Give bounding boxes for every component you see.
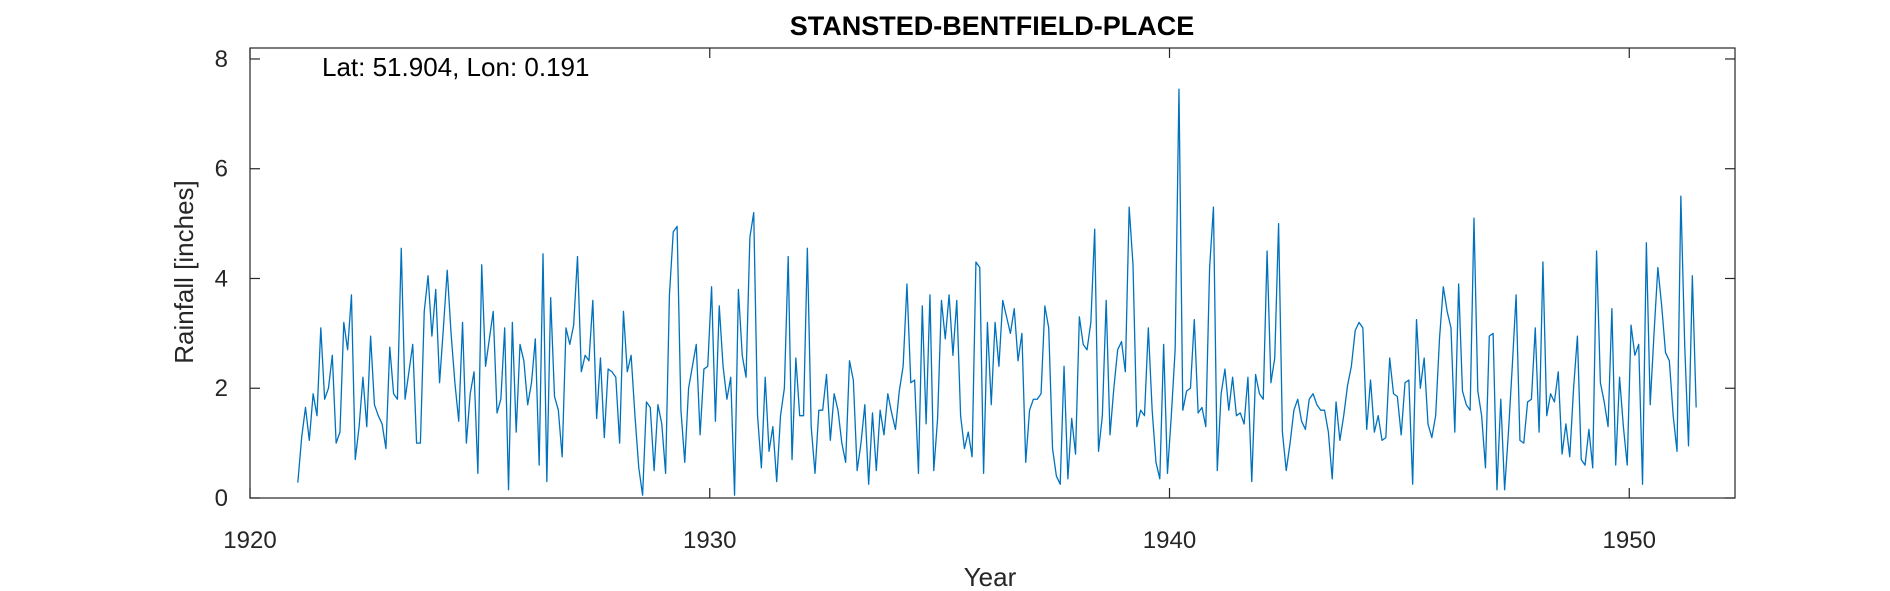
x-tick-label: 1930 bbox=[683, 527, 736, 554]
x-axis-title: Year bbox=[964, 562, 1017, 591]
y-axis-title: Rainfall [inches] bbox=[169, 180, 199, 364]
x-tick-label: 1950 bbox=[1603, 527, 1656, 554]
x-tick-label: 1940 bbox=[1143, 527, 1196, 554]
x-tick-label: 1920 bbox=[223, 527, 276, 554]
axis-ticks: 1920 1930 1940 1950 0 2 4 6 8 bbox=[215, 46, 1735, 554]
y-tick-label: 4 bbox=[215, 265, 228, 292]
location-annotation: Lat: 51.904, Lon: 0.191 bbox=[322, 52, 589, 82]
y-tick-label: 0 bbox=[215, 485, 228, 512]
series-layer bbox=[297, 88, 1697, 496]
rainfall-series-line bbox=[297, 88, 1697, 496]
y-tick-label: 8 bbox=[215, 46, 228, 73]
y-tick-label: 2 bbox=[215, 375, 228, 402]
plot-area bbox=[249, 47, 1736, 499]
chart-title: STANSTED-BENTFIELD-PLACE bbox=[790, 11, 1195, 41]
y-tick-label: 6 bbox=[215, 156, 228, 183]
